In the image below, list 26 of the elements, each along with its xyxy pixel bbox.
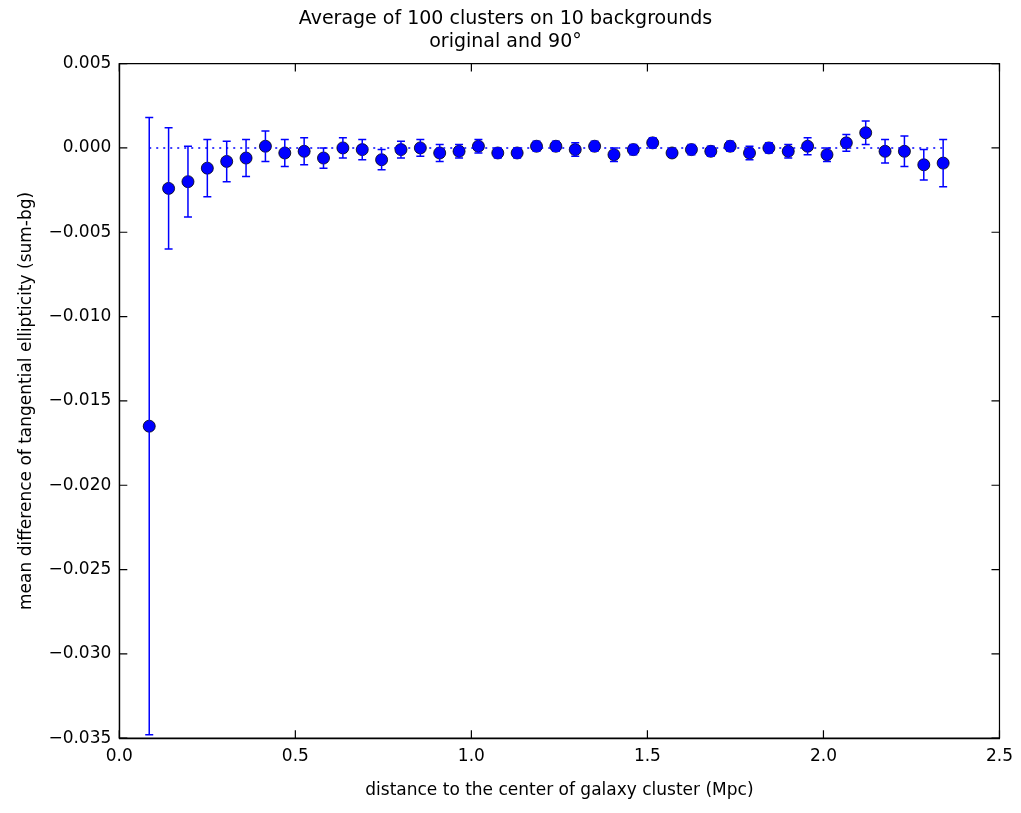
x-tick-label: 1.5 xyxy=(633,744,661,765)
x-tick-label: 1.0 xyxy=(457,744,485,765)
y-tick-label: 0.005 xyxy=(62,52,112,73)
point xyxy=(162,182,175,195)
y-tick-label: −0.020 xyxy=(48,473,112,494)
x-tick-label: 2.0 xyxy=(809,744,837,765)
y-tick-label: −0.035 xyxy=(48,726,112,747)
y-tick-label: −0.030 xyxy=(48,642,112,663)
y-tick-label: −0.015 xyxy=(48,389,112,410)
point xyxy=(259,139,272,153)
y-tick-label: 0.000 xyxy=(62,136,112,157)
point xyxy=(317,151,330,165)
x-axis-title: distance to the center of galaxy cluster (Mpc) xyxy=(365,779,754,800)
x-tick-label: 2.5 xyxy=(985,744,1014,765)
chart-title: Average of 100 clusters on 10 backgrounds original and 90° xyxy=(298,6,713,52)
y-tick-label: −0.010 xyxy=(48,305,112,325)
point xyxy=(898,144,911,158)
point xyxy=(200,161,214,175)
point xyxy=(220,155,234,168)
point xyxy=(859,126,873,140)
y-tick-label: −0.025 xyxy=(48,557,112,578)
x-tick-label: 0.0 xyxy=(105,744,133,765)
x-tick-label: 0.5 xyxy=(281,744,309,765)
y-tick-label: −0.005 xyxy=(48,220,112,241)
point xyxy=(375,153,388,167)
y-axis-title: mean difference of tangential ellipticity (sum-bg) xyxy=(14,191,35,610)
